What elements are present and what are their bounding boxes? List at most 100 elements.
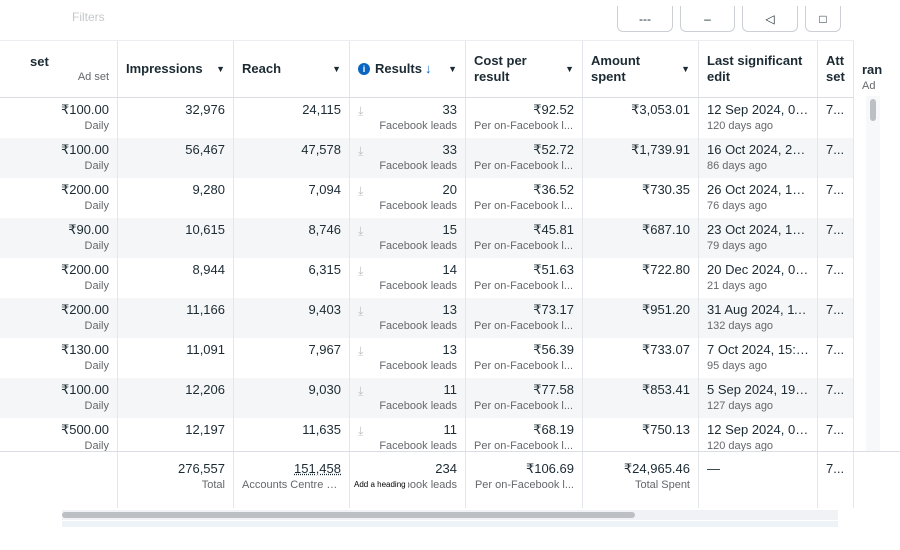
download-icon[interactable]: ⤓ [358,424,364,438]
cell-cost-per-result: ₹51.63 Per on-Facebook l... [466,258,583,298]
cell-last-edit-sub: 95 days ago [707,360,767,372]
chevron-down-icon[interactable]: ▼ [681,64,690,74]
col-header-impressions-label: Impressions [126,61,203,76]
cell-last-edit-value[interactable]: 26 Oct 2024, 17:... [707,182,809,197]
totals-impressions-label: Total [201,479,225,491]
totals-edit: — [707,461,720,476]
cell-impressions: 11,091 [118,338,234,378]
col-header-last-edit-label: Last significant edit [707,53,803,84]
download-icon[interactable]: ⤓ [358,264,364,278]
cell-results-sub: Facebook leads [379,360,457,372]
cell-results-value: 14 [442,262,457,277]
table-row[interactable]: ₹100.00 Daily 32,976 24,115 ⤓ 33 Facebook lead… [0,98,900,138]
cell-impressions-value: 11,091 [186,342,225,357]
info-icon[interactable]: i [358,63,370,75]
cell-last-edit-value[interactable]: 20 Dec 2024, 08... [707,262,809,277]
cell-last-edit-value[interactable]: 12 Sep 2024, 02:... [707,422,809,437]
totals-reach[interactable]: 151,458 [294,461,341,476]
download-icon[interactable]: ⤓ [358,184,364,198]
table-row[interactable]: ₹500.00 Daily 12,197 11,635 ⤓ 11 Facebook lead… [0,418,900,458]
cell-cost-per-result: ₹92.52 Per on-Facebook l... [466,98,583,138]
download-icon[interactable]: ⤓ [358,304,364,318]
cell-budget: ₹100.00 Daily [0,378,118,418]
download-icon[interactable]: ⤓ [358,384,364,398]
table-row[interactable]: ₹200.00 Daily 8,944 6,315 ⤓ 14 Facebook leads ₹… [0,258,900,298]
cell-amount-spent: ₹1,739.91 [583,138,699,178]
cell-cost-per-result-value: ₹52.72 [533,142,574,157]
col-header-reach[interactable]: Reach ▼ [234,41,350,97]
table-row[interactable]: ₹130.00 Daily 11,091 7,967 ⤓ 13 Facebook leads… [0,338,900,378]
cell-attribution-value: 7... [826,342,845,357]
table-row[interactable]: ₹100.00 Daily 12,206 9,030 ⤓ 11 Facebook leads… [0,378,900,418]
cell-attribution: 7... [818,298,854,338]
cell-reach: 8,746 [234,218,350,258]
col-header-results[interactable]: i Results ↓ ▼ [350,41,466,97]
cell-budget: ₹90.00 Daily [0,218,118,258]
cell-amount-spent-value: ₹951.20 [641,302,690,317]
cell-last-edit-value[interactable]: 5 Sep 2024, 19:40 [707,382,809,397]
cell-last-edit-value[interactable]: 16 Oct 2024, 23:... [707,142,809,157]
horizontal-scrollbar-thumb[interactable] [62,512,635,518]
cell-amount-spent-value: ₹722.80 [641,262,690,277]
download-icon[interactable]: ⤓ [358,344,364,358]
cell-cost-per-result: ₹77.58 Per on-Facebook l... [466,378,583,418]
vertical-scrollbar-track[interactable] [866,96,880,451]
toolbar: Filters --- – ◁ □ [0,0,900,40]
cell-reach: 24,115 [234,98,350,138]
cell-attribution-value: 7... [826,422,845,437]
toolbar-button-2[interactable]: – [680,6,735,32]
cell-budget: ₹200.00 Daily [0,298,118,338]
col-header-attribution[interactable]: Att set [818,41,854,97]
download-icon[interactable]: ⤓ [358,144,364,158]
cell-cost-per-result-sub: Per on-Facebook l... [474,280,574,292]
cell-reach: 9,030 [234,378,350,418]
cell-last-edit: 26 Oct 2024, 17:... 76 days ago [699,178,818,218]
cell-cost-per-result-value: ₹73.17 [533,302,574,317]
cell-budget-value: ₹90.00 [68,222,109,237]
toolbar-button-3[interactable]: ◁ [742,6,798,32]
cell-results: ⤓ 13 Facebook leads [350,338,466,378]
table-row[interactable]: ₹200.00 Daily 11,166 9,403 ⤓ 13 Facebook leads… [0,298,900,338]
cell-last-edit-value[interactable]: 12 Sep 2024, 02:... [707,102,809,117]
sort-descending-icon[interactable]: ↓ [424,61,432,76]
cell-reach: 47,578 [234,138,350,178]
cell-reach-value: 47,578 [301,142,341,157]
cell-last-edit-value[interactable]: 7 Oct 2024, 15:50 [707,342,809,357]
cell-budget-value: ₹100.00 [60,382,109,397]
toolbar-button-4[interactable]: □ [805,6,841,32]
cell-last-edit-value[interactable]: 23 Oct 2024, 14:... [707,222,809,237]
chevron-down-icon[interactable]: ▼ [448,64,457,74]
cell-reach-value: 7,967 [308,342,341,357]
chevron-down-icon[interactable]: ▼ [565,64,574,74]
table-header: set Ad set Impressions ▼ Reach ▼ i Results… [0,40,900,98]
col-header-budget[interactable]: set Ad set [0,41,118,97]
col-header-amount-spent[interactable]: Amount spent ▼ [583,41,699,97]
toolbar-button-1[interactable]: --- [617,6,673,32]
cell-budget-sub: Daily [84,120,109,132]
table-row[interactable]: ₹200.00 Daily 9,280 7,094 ⤓ 20 Facebook leads ₹… [0,178,900,218]
cell-results: ⤓ 13 Facebook leads [350,298,466,338]
cell-budget-sub: Daily [84,400,109,412]
cell-budget-value: ₹200.00 [60,302,109,317]
cell-budget-sub: Daily [84,280,109,292]
vertical-scrollbar-thumb[interactable] [870,99,876,121]
download-icon[interactable]: ⤓ [358,104,364,118]
cell-results-value: 13 [442,342,457,357]
totals-cpr: ₹106.69 [525,461,574,476]
ellipsis-icon: --- [639,11,651,26]
bottom-strip [62,521,838,527]
cell-budget: ₹130.00 Daily [0,338,118,378]
table-row[interactable]: ₹90.00 Daily 10,615 8,746 ⤓ 15 Facebook leads ₹… [0,218,900,258]
col-header-cost-per-result[interactable]: Cost per result ▼ [466,41,583,97]
col-header-budget-label: set [30,54,49,69]
cell-last-edit-value[interactable]: 31 Aug 2024, 11:31 [707,302,809,317]
chevron-down-icon[interactable]: ▼ [216,64,225,74]
cell-last-edit-sub: 127 days ago [707,400,774,412]
totals-results-cell: 234 ebook leads [350,452,466,508]
cell-impressions-value: 12,206 [185,382,225,397]
download-icon[interactable]: ⤓ [358,224,364,238]
col-header-last-edit[interactable]: Last significant edit [699,41,818,97]
chevron-down-icon[interactable]: ▼ [332,64,341,74]
col-header-impressions[interactable]: Impressions ▼ [118,41,234,97]
table-row[interactable]: ₹100.00 Daily 56,467 47,578 ⤓ 33 Facebook lead… [0,138,900,178]
